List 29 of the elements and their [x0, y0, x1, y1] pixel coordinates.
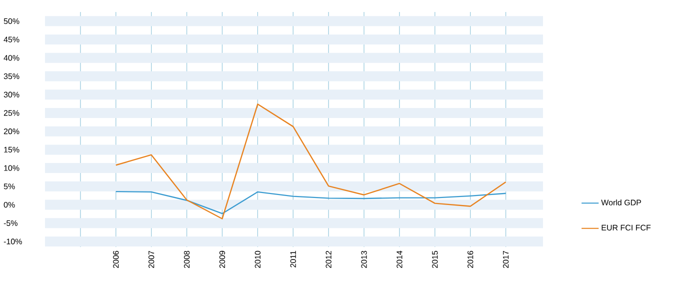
- y-tick-label: 40%: [4, 55, 20, 61]
- x-tick-label: 2012: [326, 250, 332, 268]
- x-tick-label: 2016: [468, 250, 474, 268]
- x-tick-label: 2007: [148, 250, 154, 268]
- y-tick-label: 45%: [4, 36, 20, 42]
- y-tick-label: 20%: [4, 128, 20, 134]
- x-tick-label: 2009: [219, 250, 226, 268]
- y-tick-label: 50%: [4, 18, 20, 24]
- x-tick-label: 2015: [432, 250, 438, 268]
- x-tick-label: 2008: [184, 250, 190, 268]
- y-tick-label: 25%: [4, 110, 20, 116]
- line-series: [115, 190, 506, 214]
- x-tick-label: 2010: [254, 250, 261, 268]
- y-tick-label: 35%: [4, 73, 20, 80]
- x-tick-label: 2011: [290, 250, 296, 268]
- y-tick-label: 30%: [4, 92, 20, 98]
- x-tick-label: 2014: [396, 250, 402, 268]
- y-tick-label: 15%: [4, 146, 20, 153]
- legend-label: World GDP: [601, 199, 642, 206]
- y-tick-label: 10%: [4, 165, 20, 171]
- x-tick-label: 2017: [502, 250, 509, 268]
- y-tick-label: -5%: [4, 220, 18, 226]
- y-tick-label: 5%: [4, 184, 15, 190]
- x-tick-label: 2006: [113, 250, 119, 268]
- line-series: [115, 104, 506, 220]
- x-tick-label: 2013: [361, 250, 367, 268]
- y-tick-label: -10%: [4, 238, 22, 244]
- y-tick-label: 0%: [4, 202, 15, 208]
- legend-label: EUR FCI FCF: [602, 224, 651, 230]
